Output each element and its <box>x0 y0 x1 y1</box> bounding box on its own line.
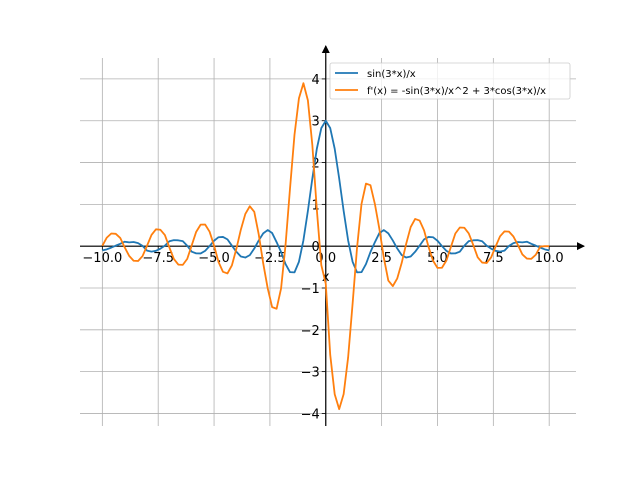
x-tick-label: −10.0 <box>82 251 122 266</box>
series-line-1 <box>102 119 550 274</box>
y-tick-label: 3 <box>311 115 319 130</box>
y-tick-label: 4 <box>311 73 319 88</box>
y-tick-label: 0 <box>311 240 319 255</box>
y-tick-label: −3 <box>301 366 320 381</box>
series-lines <box>101 82 550 411</box>
y-axis-arrow-icon <box>321 45 330 53</box>
y-tick-label: −2 <box>301 324 320 339</box>
x-tick-label: 5.0 <box>427 251 448 266</box>
x-axis-arrow-icon <box>577 242 585 251</box>
legend-box <box>329 62 571 100</box>
y-tick-label: −4 <box>301 407 320 422</box>
legend-label-1: sin(3*x)/x <box>367 69 416 80</box>
x-tick-label: −7.5 <box>142 251 174 266</box>
grid <box>80 58 576 426</box>
series-line-2 <box>101 82 550 411</box>
x-axis-label: x <box>322 270 330 285</box>
y-tick-label: 2 <box>311 157 319 172</box>
y-tick-label: 1 <box>311 198 319 213</box>
x-tick-label: −5.0 <box>198 251 230 266</box>
y-tick-label: −1 <box>301 282 320 297</box>
legend: sin(3*x)/x f'(x) = -sin(3*x)/x^2 + 3*cos(… <box>329 62 571 100</box>
x-tick-label: 2.5 <box>371 251 392 266</box>
legend-label-2: f'(x) = -sin(3*x)/x^2 + 3*cos(3*x)/x <box>367 86 546 97</box>
x-tick-label: 10.0 <box>535 251 564 266</box>
